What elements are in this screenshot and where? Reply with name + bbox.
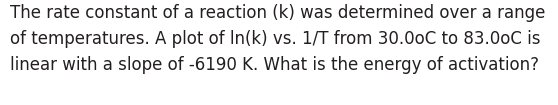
Text: The rate constant of a reaction (k) was determined over a range
of temperatures.: The rate constant of a reaction (k) was … [10, 4, 545, 74]
